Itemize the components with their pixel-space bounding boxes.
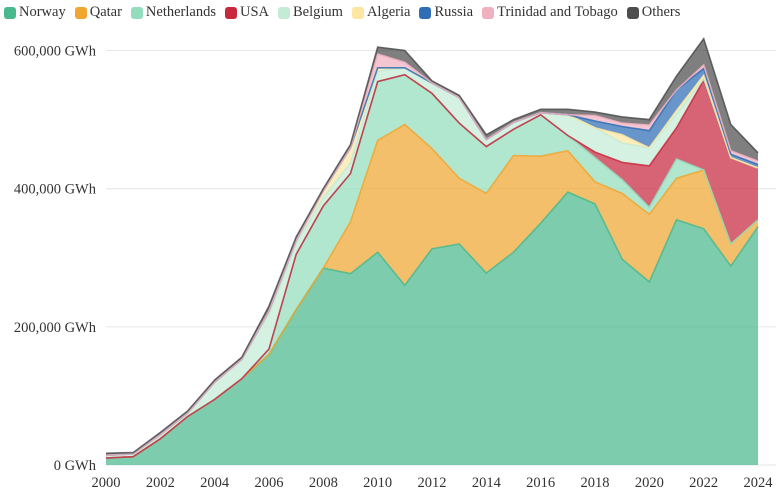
y-tick-label: 400,000 GWh	[14, 182, 97, 198]
x-axis: 2000 2002 2004 2006 2008 2010 2012 2014 2016 2018…	[92, 475, 774, 491]
x-tick-label: 2020	[635, 475, 664, 491]
area-series	[106, 38, 758, 465]
legend-swatch	[278, 6, 290, 19]
line-trinidad-and-tobago	[105, 52, 759, 457]
legend-item-norway[interactable]: Norway	[4, 4, 66, 21]
series-outlines	[105, 37, 759, 459]
y-tick-label: 0 GWh	[54, 458, 97, 474]
y-tick-label: 600,000 GWh	[14, 44, 97, 60]
x-tick-label: 2018	[581, 475, 610, 491]
legend-swatch	[419, 6, 432, 19]
legend-item-others[interactable]: Others	[626, 4, 681, 21]
y-axis: 0 GWh 200,000 GWh 400,000 GWh 600,000 GWh	[14, 44, 97, 474]
x-tick-label: 2000	[92, 475, 121, 491]
x-tick-label: 2012	[418, 475, 447, 491]
legend-swatch	[482, 6, 495, 19]
legend: Norway Qatar Netherlands USA Belgium Alg…	[4, 4, 680, 21]
x-tick-label: 2002	[146, 475, 175, 491]
legend-label: Norway	[19, 4, 66, 20]
x-tick-label: 2008	[309, 475, 338, 491]
x-tick-label: 2022	[689, 475, 718, 491]
legend-label: Russia	[434, 4, 474, 20]
line-others	[105, 37, 759, 455]
legend-item-belgium[interactable]: Belgium	[278, 4, 343, 21]
legend-item-qatar[interactable]: Qatar	[74, 4, 122, 21]
legend-label: Belgium	[293, 4, 343, 20]
legend-label: Algeria	[366, 4, 411, 20]
legend-swatch	[74, 6, 87, 19]
legend-swatch	[130, 6, 143, 19]
legend-item-algeria[interactable]: Algeria	[351, 4, 411, 21]
legend-label: Qatar	[89, 4, 122, 20]
legend-swatch	[224, 6, 237, 19]
legend-swatch	[626, 6, 639, 19]
x-tick-label: 2024	[744, 475, 774, 491]
area-usa	[106, 74, 758, 459]
legend-label: Others	[641, 4, 681, 20]
line-usa	[105, 73, 759, 459]
legend-item-russia[interactable]: Russia	[419, 4, 473, 21]
area-qatar	[106, 124, 758, 459]
x-tick-label: 2010	[363, 475, 392, 491]
x-tick-label: 2014	[472, 475, 502, 491]
x-tick-label: 2006	[255, 475, 284, 491]
legend-item-usa[interactable]: USA	[224, 4, 269, 21]
x-tick-label: 2004	[200, 475, 230, 491]
area-norway	[106, 192, 758, 465]
legend-label: Netherlands	[145, 4, 216, 20]
x-tick-label: 2016	[526, 475, 555, 491]
legend-label: USA	[239, 4, 269, 20]
legend-item-netherlands[interactable]: Netherlands	[130, 4, 216, 21]
y-tick-label: 200,000 GWh	[14, 320, 97, 336]
legend-swatch	[351, 6, 364, 19]
legend-label: Trinidad and Tobago	[497, 4, 618, 20]
area-netherlands	[106, 74, 758, 459]
legend-item-trinidad-and-tobago[interactable]: Trinidad and Tobago	[482, 4, 618, 21]
legend-swatch	[4, 6, 16, 19]
